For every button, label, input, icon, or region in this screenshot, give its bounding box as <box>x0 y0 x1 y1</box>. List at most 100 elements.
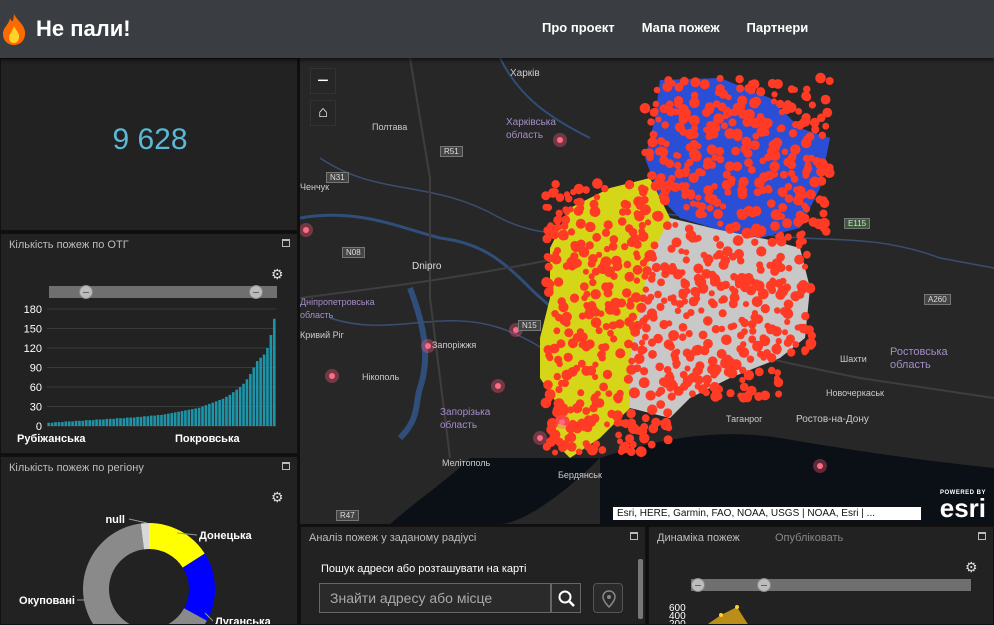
fire-hotspot[interactable] <box>782 329 788 336</box>
fire-hotspot[interactable] <box>652 100 660 108</box>
fire-hotspot[interactable] <box>621 419 631 429</box>
bar[interactable] <box>146 416 150 426</box>
fire-hotspot[interactable] <box>607 329 614 337</box>
bar[interactable] <box>149 415 153 426</box>
fire-hotspot[interactable] <box>631 344 638 351</box>
fire-hotspot[interactable] <box>655 116 662 123</box>
fire-hotspot[interactable] <box>552 449 558 456</box>
fire-hotspot[interactable] <box>592 232 602 242</box>
fire-hotspot[interactable] <box>754 392 764 401</box>
fire-hotspot[interactable] <box>759 186 768 195</box>
gear-icon[interactable]: ⚙ <box>271 266 284 282</box>
fire-hotspot[interactable] <box>570 241 581 251</box>
fire-hotspot[interactable] <box>795 210 805 220</box>
fire-hotspot[interactable] <box>739 382 749 392</box>
fire-hotspot[interactable] <box>756 246 767 257</box>
bar[interactable] <box>170 413 174 426</box>
map-canvas[interactable] <box>300 58 994 524</box>
fire-hotspot[interactable] <box>544 262 553 271</box>
fire-hotspot[interactable] <box>639 103 651 114</box>
fire-hotspot[interactable] <box>634 353 645 365</box>
fire-hotspot[interactable] <box>626 447 636 456</box>
fire-hotspot[interactable] <box>717 220 724 227</box>
fire-hotspot[interactable] <box>794 324 801 331</box>
fire-hotspot[interactable] <box>631 234 640 243</box>
fire-hotspot[interactable] <box>690 286 700 297</box>
fire-hotspot[interactable] <box>659 319 669 330</box>
fire-hotspot[interactable] <box>617 298 627 308</box>
fire-hotspot[interactable] <box>647 338 657 347</box>
slider-thumb-left[interactable] <box>691 578 705 592</box>
fire-hotspot[interactable] <box>790 144 801 155</box>
fire-hotspot[interactable] <box>668 330 679 341</box>
fire-hotspot[interactable] <box>605 390 613 397</box>
fire-hotspot[interactable] <box>628 357 636 365</box>
fire-hotspot[interactable] <box>684 162 691 168</box>
fire-hotspot[interactable] <box>759 335 771 347</box>
fire-hotspot[interactable] <box>634 211 645 222</box>
bar[interactable] <box>187 409 191 426</box>
fire-hotspot[interactable] <box>555 214 562 221</box>
fire-hotspot[interactable] <box>602 369 613 380</box>
fire-hotspot[interactable] <box>786 102 797 113</box>
bar[interactable] <box>204 405 208 426</box>
fire-hotspot[interactable] <box>575 197 585 208</box>
fire-hotspot[interactable] <box>621 243 629 251</box>
bar[interactable] <box>47 422 51 426</box>
fire-hotspot[interactable] <box>674 307 682 314</box>
fire-hotspot[interactable] <box>591 308 601 317</box>
fire-hotspot[interactable] <box>569 293 580 303</box>
fire-hotspot[interactable] <box>736 102 746 112</box>
fire-hotspot[interactable] <box>702 162 711 170</box>
fire-hotspot[interactable] <box>598 446 607 454</box>
bar[interactable] <box>201 406 204 427</box>
bar[interactable] <box>255 361 259 426</box>
fire-hotspot[interactable] <box>720 203 727 210</box>
fire-hotspot[interactable] <box>779 170 788 179</box>
bar[interactable] <box>74 420 78 426</box>
fire-hotspot[interactable] <box>555 193 565 202</box>
fire-hotspot[interactable] <box>568 419 577 428</box>
range-slider[interactable] <box>49 285 277 299</box>
fire-hotspot[interactable] <box>657 278 665 287</box>
fire-hotspot[interactable] <box>625 434 635 444</box>
maximize-icon[interactable] <box>630 532 638 540</box>
fire-hotspot[interactable] <box>666 320 673 327</box>
fire-hotspot[interactable] <box>776 99 785 109</box>
fire-hotspot[interactable] <box>815 72 826 84</box>
fire-hotspot[interactable] <box>655 362 664 372</box>
bar[interactable] <box>231 392 235 426</box>
bar[interactable] <box>252 367 256 427</box>
fire-hotspot[interactable] <box>577 418 587 428</box>
fire-hotspot[interactable] <box>562 262 571 270</box>
fire-hotspot[interactable] <box>716 241 724 249</box>
fire-hotspot[interactable] <box>663 366 672 374</box>
bar[interactable] <box>108 418 112 426</box>
fire-hotspot[interactable] <box>691 373 699 382</box>
fire-hotspot[interactable] <box>759 175 767 182</box>
fire-hotspot[interactable] <box>679 370 688 379</box>
fire-hotspot[interactable] <box>653 86 661 94</box>
fire-hotspot[interactable] <box>783 299 794 310</box>
fire-hotspot[interactable] <box>698 330 708 340</box>
fire-hotspot[interactable] <box>640 367 649 376</box>
fire-hotspot[interactable] <box>666 107 676 117</box>
fire-hotspot[interactable] <box>577 389 585 397</box>
fire-hotspot[interactable] <box>738 176 749 187</box>
fire-hotspot[interactable] <box>592 361 599 368</box>
fire-hotspot[interactable] <box>775 337 782 345</box>
fire-hotspot[interactable] <box>613 418 622 427</box>
fire-hotspot[interactable] <box>728 118 737 127</box>
fire-hotspot[interactable] <box>706 204 714 212</box>
fire-hotspot[interactable] <box>775 390 783 398</box>
fire-hotspot[interactable] <box>688 172 699 183</box>
bar[interactable] <box>269 335 273 426</box>
fire-hotspot[interactable] <box>741 136 752 147</box>
search-button[interactable] <box>551 583 581 613</box>
fire-hotspot[interactable] <box>678 333 687 342</box>
fire-hotspot[interactable] <box>672 221 679 228</box>
fire-hotspot[interactable] <box>666 383 675 392</box>
fire-hotspot[interactable] <box>654 290 662 299</box>
bar[interactable] <box>136 416 139 426</box>
esri-logo[interactable]: POWERED BY esri <box>940 490 986 521</box>
